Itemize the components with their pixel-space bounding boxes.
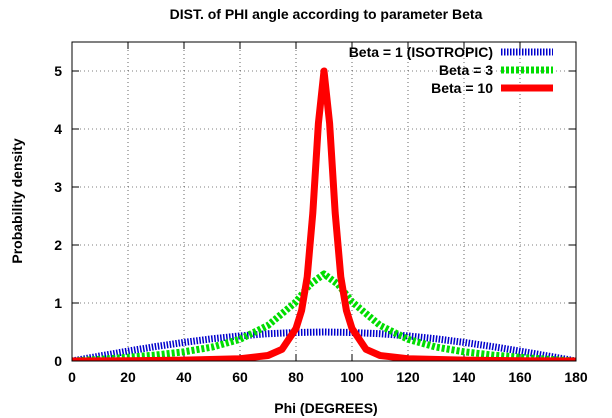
data-point-beta-1: [491, 346, 493, 348]
x-tick-label: 0: [68, 369, 76, 385]
data-point-beta-1: [155, 346, 157, 348]
data-point-beta-10: [312, 212, 314, 214]
data-point-beta-10: [281, 348, 283, 350]
data-point-beta-3: [379, 324, 381, 326]
series-line-beta-1: [72, 328, 576, 361]
legend: Beta = 1 (ISOTROPIC) Beta = 3 Beta = 10: [349, 44, 553, 96]
data-point-beta-3: [183, 351, 185, 353]
data-point-beta-10: [267, 355, 269, 357]
y-tick-label: 5: [54, 63, 62, 79]
data-point-beta-3: [435, 346, 437, 348]
data-point-beta-10: [334, 212, 336, 214]
data-point-beta-1: [127, 350, 129, 352]
data-point-beta-10: [317, 122, 319, 124]
data-point-beta-3: [155, 354, 157, 356]
y-axis-label: Probability density: [9, 138, 25, 263]
x-axis-label: Phi (DEGREES): [274, 400, 377, 416]
data-point-beta-3: [351, 301, 353, 303]
legend-label-beta-10: Beta = 10: [431, 80, 493, 96]
y-tick-label: 4: [54, 121, 62, 137]
series-layer: [72, 67, 576, 361]
series-line-beta-3: [72, 270, 576, 361]
data-point-beta-3: [407, 338, 409, 340]
legend-label-beta-1: Beta = 1 (ISOTROPIC): [349, 44, 493, 60]
data-point-beta-3: [295, 301, 297, 303]
data-point-beta-1: [323, 331, 325, 333]
data-point-beta-10: [329, 122, 331, 124]
y-tick-label: 1: [54, 295, 62, 311]
data-point-beta-1: [211, 338, 213, 340]
data-point-beta-3: [239, 338, 241, 340]
data-point-beta-10: [365, 348, 367, 350]
data-point-beta-1: [267, 333, 269, 335]
data-point-beta-10: [239, 358, 241, 360]
legend-label-beta-3: Beta = 3: [439, 62, 493, 78]
chart-title: DIST. of PHI angle according to paramete…: [170, 6, 483, 22]
data-point-beta-1: [183, 341, 185, 343]
data-point-beta-1: [379, 333, 381, 335]
data-point-beta-10: [351, 327, 353, 329]
data-point-beta-10: [340, 276, 342, 278]
data-point-beta-3: [323, 273, 325, 275]
data-point-beta-10: [295, 327, 297, 329]
x-tick-label: 60: [232, 369, 248, 385]
data-point-beta-10: [407, 358, 409, 360]
x-tick-label: 120: [396, 369, 420, 385]
x-tick-label: 160: [508, 369, 532, 385]
y-tick-label: 0: [54, 353, 62, 369]
y-tick-label: 3: [54, 179, 62, 195]
data-point-beta-3: [463, 351, 465, 353]
x-tick-label: 100: [340, 369, 364, 385]
data-point-beta-1: [435, 338, 437, 340]
data-point-beta-10: [345, 309, 347, 311]
data-point-beta-10: [306, 276, 308, 278]
x-tick-label: 20: [120, 369, 136, 385]
data-point-beta-10: [323, 70, 325, 72]
plot-frame: [71, 41, 577, 362]
data-point-beta-3: [211, 346, 213, 348]
data-point-beta-10: [379, 355, 381, 357]
y-tick-label: 2: [54, 237, 62, 253]
data-point-beta-1: [519, 350, 521, 352]
data-point-beta-3: [267, 324, 269, 326]
series-line-beta-10: [72, 67, 576, 361]
x-tick-label: 80: [288, 369, 304, 385]
x-tick-label: 40: [176, 369, 192, 385]
data-point-beta-1: [463, 341, 465, 343]
data-point-beta-10: [301, 309, 303, 311]
tick-labels: 0 20 40 60 80 100 120 140 160 180 0 1 2 3 4 5: [54, 63, 588, 385]
x-tick-label: 140: [452, 369, 476, 385]
data-point-beta-3: [491, 354, 493, 356]
x-tick-label: 180: [564, 369, 588, 385]
